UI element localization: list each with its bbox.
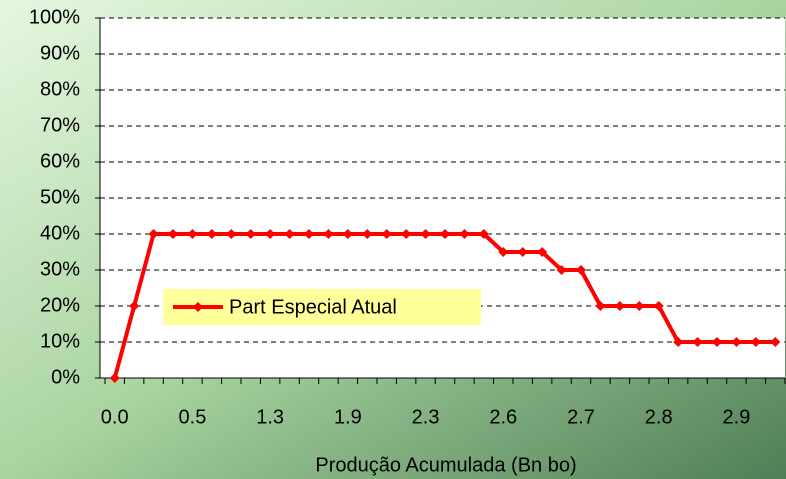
data-point: [459, 229, 470, 239]
y-tick-label: 100%: [29, 6, 80, 28]
data-point: [692, 337, 703, 347]
x-tick-label: 0.5: [179, 406, 207, 428]
data-point: [362, 229, 373, 239]
data-point: [595, 301, 606, 311]
data-point: [653, 301, 664, 311]
data-point: [440, 229, 450, 239]
data-point: [129, 301, 140, 311]
data-point: [342, 229, 353, 239]
data-point: [304, 229, 314, 239]
data-point: [673, 337, 684, 347]
y-tick-label: 30%: [40, 258, 80, 280]
y-tick-label: 70%: [40, 114, 80, 136]
data-point: [226, 229, 237, 239]
x-tick-label: 2.6: [489, 406, 517, 428]
x-tick-label: 1.9: [334, 406, 362, 428]
data-point: [498, 247, 509, 257]
x-tick-label: 2.9: [723, 406, 751, 428]
data-point: [206, 229, 217, 239]
data-point: [284, 229, 295, 239]
data-point: [245, 229, 256, 239]
data-point: [187, 229, 198, 239]
y-tick-label: 40%: [40, 222, 80, 244]
data-point: [401, 229, 412, 239]
x-tick-label: 1.3: [256, 406, 284, 428]
data-point: [731, 337, 742, 347]
y-tick-label: 20%: [40, 294, 80, 316]
legend-label: Part Especial Atual: [229, 296, 397, 318]
y-tick-label: 60%: [40, 150, 80, 172]
x-axis-title: Produção Acumulada (Bn bo): [315, 454, 576, 476]
data-point: [478, 229, 489, 239]
y-tick-label: 10%: [40, 330, 80, 352]
data-point: [148, 229, 159, 239]
data-point: [323, 229, 334, 239]
data-point: [712, 337, 722, 347]
y-tick-label: 0%: [51, 366, 80, 388]
data-point: [265, 229, 276, 239]
data-point: [517, 247, 528, 257]
data-point: [109, 373, 120, 383]
data-point: [576, 265, 586, 275]
y-tick-label: 50%: [40, 186, 80, 208]
data-point: [614, 301, 625, 311]
data-point: [556, 265, 567, 275]
data-point: [168, 229, 178, 239]
x-tick-label: 2.3: [412, 406, 440, 428]
data-point: [420, 229, 431, 239]
x-tick-label: 2.7: [567, 406, 595, 428]
data-point: [537, 247, 548, 257]
data-point: [634, 301, 645, 311]
legend-marker: [193, 302, 203, 312]
x-tick-label: 2.8: [645, 406, 673, 428]
data-point: [381, 229, 392, 239]
x-tick-label: 0.0: [101, 406, 129, 428]
y-tick-label: 90%: [40, 42, 80, 64]
y-tick-label: 80%: [40, 78, 80, 100]
data-point: [770, 337, 781, 347]
data-point: [750, 337, 761, 347]
